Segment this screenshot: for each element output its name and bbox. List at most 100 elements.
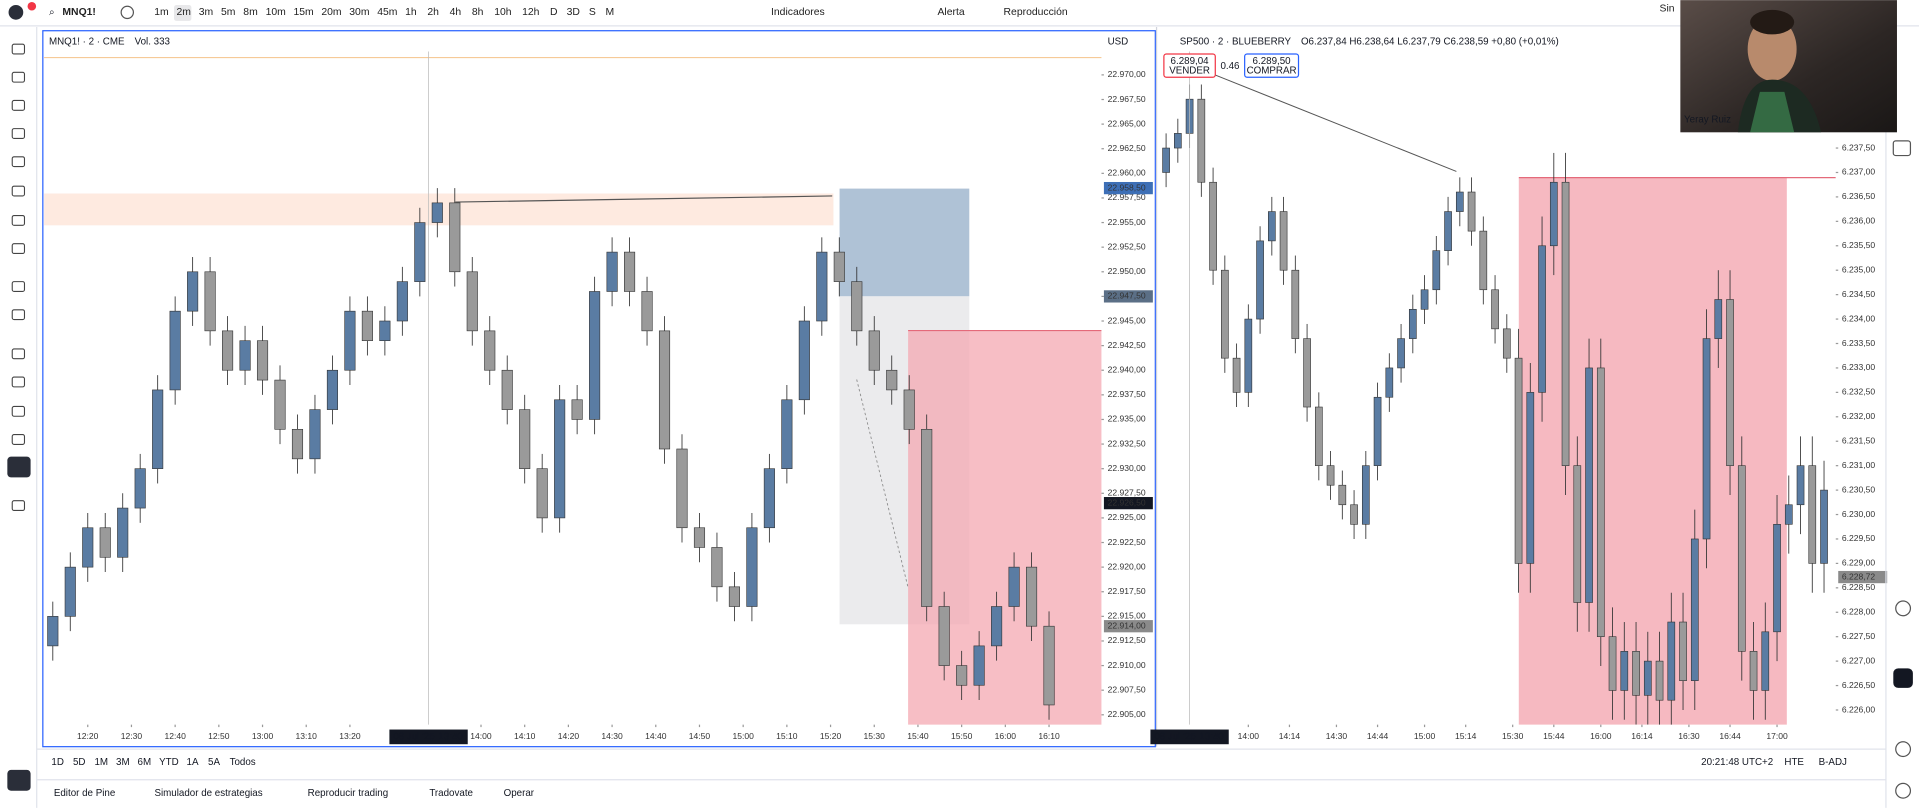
range-button[interactable]: Todos <box>230 757 256 768</box>
candle-body <box>1279 211 1288 271</box>
range-button[interactable]: 1A <box>187 757 199 768</box>
tool-icon[interactable] <box>11 309 26 321</box>
footer-tab[interactable]: Operar <box>504 788 535 799</box>
candle-body <box>1643 660 1652 696</box>
tool-icon[interactable] <box>11 243 26 255</box>
y-tick-label: 22.935,00 <box>1108 414 1146 424</box>
buy-button[interactable] <box>1244 53 1300 78</box>
chart-subtitle: O6.237,84 H6.238,64 L6.237,79 C6.238,59 … <box>1301 36 1559 47</box>
y-tick-label: 6.231,00 <box>1842 460 1876 470</box>
y-tick-label: 6.230,00 <box>1842 509 1876 519</box>
session[interactable]: HTE <box>1784 757 1804 768</box>
range-button[interactable]: 5D <box>73 757 86 768</box>
buy-price: 6.289,50 <box>1253 56 1292 67</box>
tool-icons <box>11 43 26 512</box>
interval[interactable]: 20m <box>321 7 341 18</box>
candle-body <box>676 448 688 529</box>
tool-icon[interactable] <box>11 214 26 226</box>
footer-tabs: Editor de Pine Simulador de estrategias Re… <box>54 788 535 799</box>
x-tick-label: 16:14 <box>1631 731 1653 741</box>
interval[interactable]: 1m <box>154 7 168 18</box>
tool-icon[interactable] <box>11 500 26 512</box>
range-button[interactable]: 1D <box>51 757 64 768</box>
tool-icon[interactable] <box>11 434 26 445</box>
y-tick-label: 22.915,00 <box>1108 611 1146 621</box>
interval[interactable]: 10h <box>494 7 512 18</box>
interval[interactable]: 12h <box>522 7 540 18</box>
x-tick-label: 14:40 <box>645 731 667 741</box>
alert[interactable]: Alerta <box>937 7 964 18</box>
tool-icon[interactable] <box>11 128 26 139</box>
candle-body <box>554 399 566 519</box>
candle-body <box>1608 636 1617 691</box>
range-button[interactable]: 1M <box>94 757 108 768</box>
footer-tab[interactable]: Reproducir trading <box>308 788 388 799</box>
tool-icon[interactable] <box>11 43 26 55</box>
interval[interactable]: 5m <box>221 7 235 18</box>
sell-price: 6.289,04 <box>1171 56 1210 67</box>
tool-icon[interactable] <box>11 71 26 83</box>
range-button[interactable]: YTD <box>159 757 179 768</box>
interval[interactable]: 1h <box>405 7 417 18</box>
candle-body <box>82 527 94 568</box>
interval[interactable]: 15m <box>293 7 313 18</box>
adjustment[interactable]: B-ADJ <box>1819 757 1847 768</box>
footer-tab[interactable]: Tradovate <box>429 788 473 799</box>
interval[interactable]: 10m <box>266 7 286 18</box>
interval[interactable]: 3D <box>567 7 580 18</box>
corner-text: Sin <box>1660 3 1675 14</box>
candle-body <box>536 468 548 519</box>
candle-body <box>326 369 338 410</box>
y-tick-label: 22.922,50 <box>1108 537 1146 547</box>
interval[interactable]: D <box>550 7 558 18</box>
replay[interactable]: Reproducción <box>1004 7 1068 18</box>
tool-icon[interactable] <box>11 281 26 292</box>
candle-body <box>204 271 216 332</box>
interval[interactable]: S <box>589 7 596 18</box>
candle-body <box>1538 245 1546 393</box>
tool-icon[interactable] <box>11 376 26 388</box>
x-tick-label: 16:30 <box>1678 731 1700 741</box>
sell-button[interactable] <box>1163 53 1216 78</box>
range-button[interactable]: 3M <box>116 757 130 768</box>
candle-body <box>1174 133 1182 149</box>
candle-body <box>973 645 985 686</box>
candle-body <box>1561 181 1570 466</box>
tool-icon[interactable] <box>11 348 26 360</box>
interval[interactable]: 2m <box>176 7 190 18</box>
x-tick-label: 12:50 <box>208 731 230 741</box>
chart-subtitle: Vol. 333 <box>135 36 171 47</box>
candle-body <box>431 202 443 223</box>
y-tick-label: 22.945,00 <box>1108 315 1146 325</box>
candle-body <box>1326 465 1335 486</box>
interval[interactable]: 4h <box>450 7 462 18</box>
footer-tab[interactable]: Simulador de estrategias <box>154 788 262 799</box>
x-tick-label: 14:20 <box>558 731 580 741</box>
range-button[interactable]: 6M <box>138 757 152 768</box>
candle-body <box>1773 523 1781 633</box>
candle-body <box>711 547 723 588</box>
top-toolbar <box>0 0 1919 26</box>
range-buttons: 1D 5D 1M 3M 6M YTD 1A 5A Todos <box>51 757 255 768</box>
indicators[interactable]: Indicadores <box>771 7 825 18</box>
x-tick-label: 15:40 <box>907 731 929 741</box>
tool-icon[interactable] <box>11 405 26 417</box>
avatar[interactable] <box>8 5 24 20</box>
tool-icon[interactable] <box>11 156 26 168</box>
interval[interactable]: 45m <box>377 7 397 18</box>
interval[interactable]: 3m <box>199 7 213 18</box>
y-tick-label: 6.227,50 <box>1842 631 1876 641</box>
tool-icon[interactable] <box>11 185 26 197</box>
interval[interactable]: 30m <box>349 7 369 18</box>
symbol[interactable]: MNQ1! <box>62 7 95 18</box>
interval[interactable]: M <box>606 7 615 18</box>
range-button[interactable]: 5A <box>208 757 220 768</box>
footer-tab[interactable]: Editor de Pine <box>54 788 115 799</box>
y-tick-label: 6.233,50 <box>1842 338 1876 348</box>
tool-icon[interactable] <box>11 99 26 111</box>
add-symbol[interactable] <box>120 5 135 20</box>
interval[interactable]: 2h <box>427 7 439 18</box>
interval[interactable]: 8m <box>243 7 257 18</box>
interval[interactable]: 8h <box>472 7 484 18</box>
